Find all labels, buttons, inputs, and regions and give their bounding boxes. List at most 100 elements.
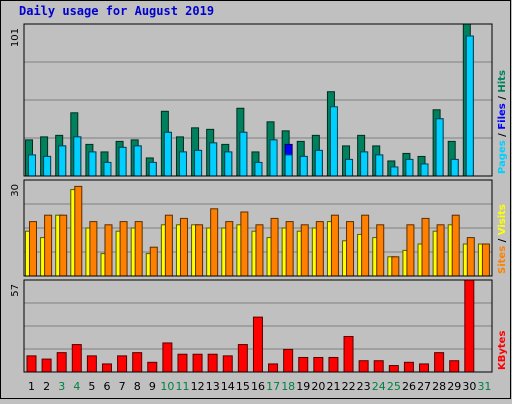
x-tick-label-day-7: 7 xyxy=(119,380,126,393)
x-tick-label-day-3: 3 xyxy=(58,380,65,393)
bar-visits-visits-day-9 xyxy=(150,247,157,276)
bar-visits-visits-day-5 xyxy=(90,222,97,276)
bar-hits-pages-day-9 xyxy=(149,162,156,176)
bar-kbytes-kbytes-day-27 xyxy=(420,364,429,372)
x-tick-label-day-15: 15 xyxy=(236,380,250,393)
bar-kbytes-kbytes-day-7 xyxy=(118,356,127,372)
bar-hits-pages-day-26 xyxy=(406,159,413,176)
x-tick-label-day-27: 27 xyxy=(417,380,431,393)
bar-hits-pages-day-8 xyxy=(134,146,141,176)
x-tick-label-day-11: 11 xyxy=(176,380,190,393)
legend-entry-files: Files xyxy=(497,103,508,129)
bar-visits-visits-day-8 xyxy=(135,222,142,276)
legend-separator: / xyxy=(497,130,508,141)
bar-hits-pages-day-7 xyxy=(119,147,126,176)
bar-visits-visits-day-12 xyxy=(196,225,203,276)
bar-hits-pages-day-28 xyxy=(436,119,443,176)
x-tick-label-day-20: 20 xyxy=(311,380,325,393)
bar-hits-pages-day-13 xyxy=(210,143,217,176)
chart-title: Daily usage for August 2019 xyxy=(19,4,214,18)
bar-visits-visits-day-21 xyxy=(331,215,338,276)
bar-visits-visits-day-22 xyxy=(347,222,354,276)
legend-entry-kbytes: KBytes xyxy=(497,331,508,370)
bar-kbytes-kbytes-day-26 xyxy=(404,362,413,372)
bar-hits-pages-day-25 xyxy=(391,167,398,176)
x-tick-label-day-5: 5 xyxy=(88,380,95,393)
bar-hits-pages-day-27 xyxy=(421,164,428,176)
bar-hits-pages-day-24 xyxy=(376,155,383,176)
bar-kbytes-kbytes-day-20 xyxy=(314,357,323,372)
legend-entry-pages: Pages xyxy=(497,140,508,174)
bar-hits-pages-day-18 xyxy=(285,155,292,176)
bar-kbytes-kbytes-day-23 xyxy=(359,361,368,372)
x-tick-label-day-23: 23 xyxy=(357,380,371,393)
bar-kbytes-kbytes-day-12 xyxy=(193,354,202,372)
bar-hits-pages-day-2 xyxy=(44,156,51,176)
bar-hits-pages-day-20 xyxy=(315,150,322,176)
ymax-label-kbytes: 57 xyxy=(10,284,21,297)
bar-visits-visits-day-19 xyxy=(301,225,308,276)
bar-kbytes-kbytes-day-14 xyxy=(223,356,232,372)
bar-kbytes-kbytes-day-25 xyxy=(389,366,398,372)
x-tick-label-day-25: 25 xyxy=(387,380,401,393)
bar-kbytes-kbytes-day-9 xyxy=(148,362,157,372)
bar-kbytes-kbytes-day-18 xyxy=(284,349,293,372)
bar-hits-pages-day-22 xyxy=(346,159,353,176)
bar-hits-pages-day-19 xyxy=(300,156,307,176)
bar-hits-pages-day-17 xyxy=(270,140,277,176)
legend-kbytes: KBytes xyxy=(497,331,508,370)
bar-visits-visits-day-4 xyxy=(75,186,82,276)
bar-hits-pages-day-10 xyxy=(164,132,171,176)
legend-hits: Pages / Files / Hits xyxy=(497,70,508,174)
bar-kbytes-kbytes-day-29 xyxy=(450,361,459,372)
bar-visits-visits-day-3 xyxy=(60,215,67,276)
bar-kbytes-kbytes-day-1 xyxy=(27,356,36,372)
x-tick-label-day-10: 10 xyxy=(160,380,174,393)
bar-hits-pages-day-1 xyxy=(29,155,36,176)
bar-visits-visits-day-10 xyxy=(165,215,172,276)
bar-visits-visits-day-24 xyxy=(377,225,384,276)
bar-hits-pages-day-23 xyxy=(361,152,368,176)
ymax-label-hits: 101 xyxy=(10,28,21,47)
x-tick-label-day-26: 26 xyxy=(402,380,416,393)
bar-kbytes-kbytes-day-21 xyxy=(329,357,338,372)
bar-hits-pages-day-11 xyxy=(179,152,186,176)
bar-hits-pages-day-3 xyxy=(59,146,66,176)
bar-kbytes-kbytes-day-5 xyxy=(87,356,96,372)
x-tick-label-day-28: 28 xyxy=(432,380,446,393)
bar-visits-visits-day-1 xyxy=(30,222,37,276)
x-tick-label-day-21: 21 xyxy=(326,380,340,393)
legend-entry-hits: Hits xyxy=(497,70,508,93)
bar-kbytes-kbytes-day-24 xyxy=(374,361,383,372)
bar-visits-visits-day-20 xyxy=(316,222,323,276)
ymax-label-visits: 30 xyxy=(10,184,21,197)
bar-hits-pages-day-15 xyxy=(240,132,247,176)
bar-kbytes-kbytes-day-19 xyxy=(299,357,308,372)
bar-hits-pages-day-30 xyxy=(466,36,473,176)
bar-kbytes-kbytes-day-6 xyxy=(102,364,111,372)
bar-kbytes-kbytes-day-10 xyxy=(163,343,172,372)
bar-hits-pages-day-14 xyxy=(225,152,232,176)
bar-visits-visits-day-26 xyxy=(407,225,414,276)
bar-visits-visits-day-14 xyxy=(226,222,233,276)
legend-separator: / xyxy=(497,93,508,104)
legend-visits: Sites / Visits xyxy=(497,204,508,274)
bar-kbytes-kbytes-day-15 xyxy=(238,345,247,372)
bar-kbytes-kbytes-day-30 xyxy=(465,280,474,372)
bar-visits-visits-day-31 xyxy=(482,244,489,276)
x-tick-label-day-24: 24 xyxy=(372,380,386,393)
bar-kbytes-kbytes-day-17 xyxy=(269,364,278,372)
bar-visits-visits-day-17 xyxy=(271,218,278,276)
bar-kbytes-kbytes-day-28 xyxy=(435,353,444,372)
x-tick-label-day-9: 9 xyxy=(149,380,156,393)
bar-visits-visits-day-23 xyxy=(362,215,369,276)
bar-kbytes-kbytes-day-13 xyxy=(208,354,217,372)
bar-hits-pages-day-6 xyxy=(104,162,111,176)
bar-hits-pages-day-16 xyxy=(255,162,262,176)
legend-separator: / xyxy=(497,235,508,246)
bar-hits-pages-day-21 xyxy=(330,107,337,176)
bar-visits-visits-day-30 xyxy=(467,238,474,276)
bar-visits-visits-day-2 xyxy=(45,215,52,276)
